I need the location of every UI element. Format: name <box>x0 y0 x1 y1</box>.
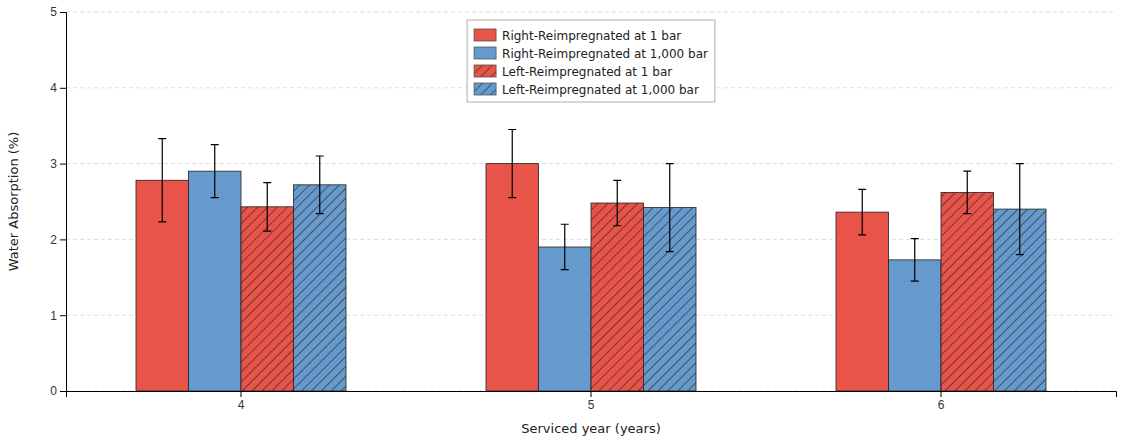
error-bar <box>211 145 219 198</box>
marks <box>136 129 1046 391</box>
y-tick-label: 1 <box>50 309 57 323</box>
y-tick-label: 4 <box>50 81 57 95</box>
x-tick-label: 6 <box>938 398 945 412</box>
y-tick-label: 3 <box>50 157 57 171</box>
y-tick: 0 <box>50 384 66 398</box>
bar <box>941 192 994 391</box>
error-bar <box>508 129 516 197</box>
x-axis: 4 5 6 <box>67 391 1117 412</box>
error-bar <box>858 189 866 234</box>
y-tick: 3 <box>50 157 66 171</box>
legend-swatch <box>474 83 496 95</box>
y-tick-mark <box>60 164 66 165</box>
chart: 012345456Right-Reimpregnated at 1 barRig… <box>0 0 1140 443</box>
bar-series <box>136 129 889 391</box>
y-tick-mark <box>60 12 66 13</box>
y-tick-mark <box>60 239 66 240</box>
legend-item: Left-Reimpregnated at 1 bar <box>474 65 672 79</box>
y-axis-line <box>60 13 67 392</box>
y-axis-title: Water Absorption (%) <box>6 132 21 272</box>
y-axis: 0 1 2 3 4 5 <box>50 5 66 398</box>
legend-item: Left-Reimpregnated at 1,000 bar <box>474 83 699 97</box>
bar-series <box>189 145 942 391</box>
y-tick-mark <box>60 391 66 392</box>
grid-line <box>66 163 1116 164</box>
error-bar <box>263 183 271 232</box>
error-bar <box>911 239 919 281</box>
y-tick-mark <box>60 88 66 89</box>
grid <box>66 12 1116 391</box>
x-tick: 4 <box>238 391 245 412</box>
legend-item: Right-Reimpregnated at 1 bar <box>474 29 681 43</box>
error-bar <box>158 139 166 222</box>
y-tick-label: 2 <box>50 233 57 247</box>
plot: 012345456Right-Reimpregnated at 1 barRig… <box>50 5 1116 411</box>
legend-label: Left-Reimpregnated at 1 bar <box>502 65 672 79</box>
x-tick-mark <box>241 391 242 397</box>
y-tick-mark <box>60 315 66 316</box>
bar-series <box>241 171 994 391</box>
legend-item: Right-Reimpregnated at 1,000 bar <box>474 47 708 61</box>
x-axis-title: Serviced year (years) <box>521 421 660 436</box>
x-tick: 6 <box>938 391 945 412</box>
legend-label: Left-Reimpregnated at 1,000 bar <box>502 83 699 97</box>
legend-swatch <box>474 29 496 41</box>
error-bar <box>613 180 621 225</box>
grid-line <box>66 12 1116 13</box>
error-bar <box>963 171 971 213</box>
y-tick-label: 5 <box>50 5 57 19</box>
error-bar <box>666 164 674 252</box>
legend-swatch <box>474 65 496 77</box>
bar <box>241 207 294 391</box>
y-tick-label: 0 <box>50 384 57 398</box>
bar <box>294 185 347 391</box>
error-bar <box>561 224 569 269</box>
bar <box>591 203 644 391</box>
y-tick: 4 <box>50 81 66 95</box>
bar <box>189 171 242 391</box>
x-tick-label: 5 <box>588 398 595 412</box>
legend: Right-Reimpregnated at 1 bar Right-Reimpr… <box>467 20 715 102</box>
y-tick: 1 <box>50 309 66 323</box>
x-tick: 5 <box>588 391 595 412</box>
legend-label: Right-Reimpregnated at 1,000 bar <box>502 47 708 61</box>
x-tick-label: 4 <box>238 398 245 412</box>
legend-swatch <box>474 47 496 59</box>
x-tick-mark <box>941 391 942 397</box>
legend-label: Right-Reimpregnated at 1 bar <box>502 29 681 43</box>
bar <box>836 212 889 391</box>
error-bar <box>316 156 324 214</box>
y-tick: 5 <box>50 5 66 19</box>
legend-frame <box>467 20 715 102</box>
y-tick: 2 <box>50 233 66 247</box>
x-axis-line <box>67 392 1117 398</box>
bar-series <box>294 156 1047 391</box>
error-bar <box>1016 164 1024 255</box>
x-tick-mark <box>591 391 592 397</box>
